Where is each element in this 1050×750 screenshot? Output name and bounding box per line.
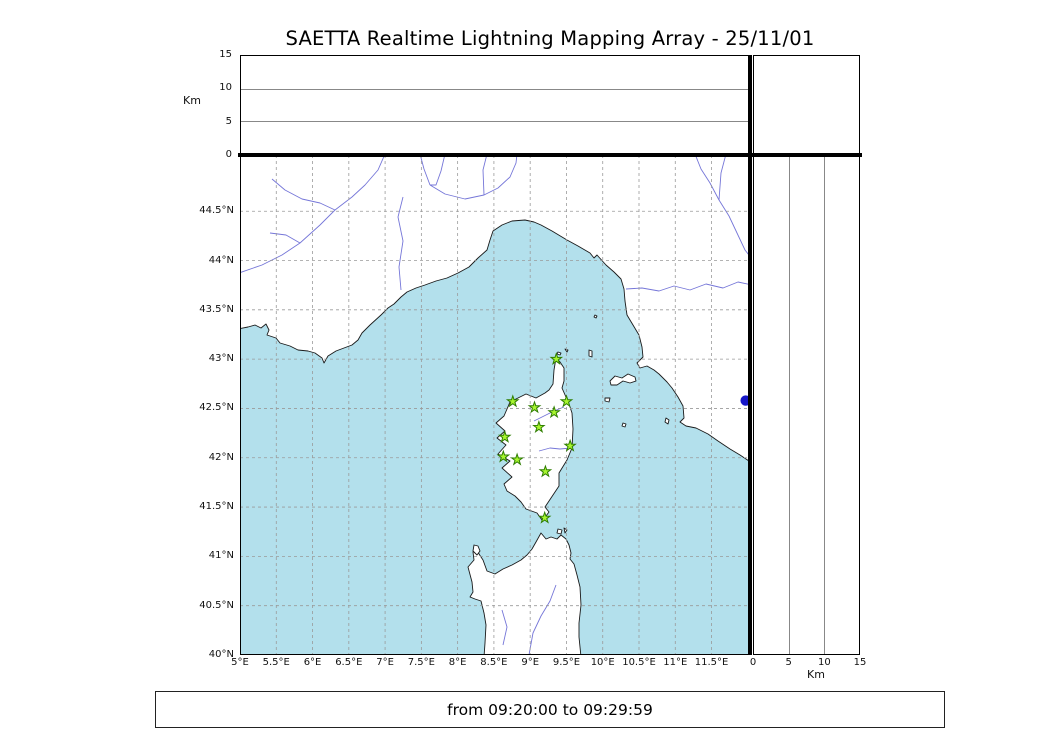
- montecristo-island-path: [621, 422, 627, 428]
- giglio-island-path: [664, 417, 670, 425]
- lon-tick-label: 6°E: [303, 657, 322, 668]
- km-tick-label: 15: [853, 657, 867, 668]
- lat-tick-label: 42°N: [208, 451, 234, 463]
- lightning-source-dots: [740, 395, 750, 406]
- altitude-gridline-10km: [241, 88, 749, 90]
- river-path: [430, 155, 446, 186]
- lat-tick-label: 43°N: [208, 353, 234, 365]
- river-path: [501, 609, 508, 646]
- station-star-marker: [538, 464, 553, 478]
- river-path: [397, 196, 404, 291]
- lon-tick-label: 11.5°E: [694, 657, 729, 668]
- river-path: [271, 178, 336, 211]
- lat-tick-label: 44°N: [208, 254, 234, 266]
- altitude-histogram-panel: [753, 55, 860, 155]
- river-path: [538, 447, 572, 452]
- station-star-marker: [559, 394, 574, 408]
- lon-tick-label: 5.5°E: [262, 657, 290, 668]
- altitude-gridline-5km-vertical: [788, 156, 790, 654]
- lat-tick-label: 40.5°N: [199, 599, 234, 611]
- lat-tick-label: 40°N: [208, 649, 234, 660]
- lat-tick-label: 42.5°N: [199, 402, 234, 414]
- river-path: [482, 155, 488, 196]
- page-title: SAETTA Realtime Lightning Mapping Array …: [285, 27, 815, 50]
- altitude-gridline-5km: [241, 121, 749, 123]
- station-star-marker: [505, 394, 520, 408]
- station-star-marker: [532, 420, 546, 433]
- river-path: [694, 155, 750, 258]
- pianosa-island-path: [604, 397, 611, 403]
- station-star-marker: [547, 405, 561, 419]
- lon-tick-label: 6.5°E: [335, 657, 363, 668]
- lat-tick-label: 44.5°N: [199, 205, 234, 217]
- station-star-marker: [537, 510, 552, 524]
- station-star-marker: [527, 400, 542, 414]
- km-tick-label: 0: [749, 657, 757, 668]
- vertical-separator-rule: [748, 55, 752, 655]
- alt-tick-label: 0: [225, 149, 232, 160]
- lon-tick-label: 8°E: [448, 657, 467, 668]
- capraia-island-path: [588, 349, 593, 358]
- maddalena-islands-path: [556, 527, 568, 535]
- time-range-text: from 09:20:00 to 09:29:59: [447, 700, 653, 719]
- lon-tick-label: 10°E: [590, 657, 615, 668]
- lat-tick-label: 41°N: [208, 550, 234, 562]
- river-path: [718, 155, 727, 201]
- map-panel: [240, 155, 750, 655]
- landmasses: [240, 155, 750, 655]
- altitude-gridline-10km-vertical: [823, 156, 825, 654]
- station-star-marker: [549, 351, 564, 365]
- alt-tick-label: 10: [219, 82, 232, 94]
- alt-tick-label: 15: [219, 49, 232, 60]
- station-star-marker: [563, 438, 577, 452]
- lon-tick-label: 9°E: [521, 657, 540, 668]
- sardinia-island-path: [467, 532, 582, 655]
- station-star-marker: [510, 452, 525, 466]
- mainland-coast-path: [240, 155, 750, 463]
- station-markers: [496, 351, 577, 524]
- km-axis-unit-label: Km: [807, 668, 825, 681]
- lon-tick-label: 8.5°E: [480, 657, 508, 668]
- station-star-marker: [498, 429, 512, 443]
- lat-tick-label: 41.5°N: [199, 501, 234, 513]
- river-path: [528, 584, 557, 655]
- lon-tick-label: 9.5°E: [552, 657, 581, 668]
- river-path: [533, 406, 565, 422]
- river-path: [240, 155, 386, 274]
- source-dot: [740, 395, 750, 406]
- horizontal-separator-rule: [238, 153, 862, 157]
- corsica-island-path: [495, 357, 574, 521]
- altitude-latitude-panel: [753, 155, 860, 655]
- alt-tick-label: 5: [225, 115, 232, 127]
- lon-tick-label: 11°E: [663, 657, 688, 668]
- altitude-longitude-panel: [240, 55, 750, 155]
- elba-island-path: [609, 373, 637, 386]
- altitude-axis-unit-label: Km: [183, 94, 201, 107]
- km-tick-label: 10: [817, 657, 831, 668]
- lon-tick-label: 7.5°E: [407, 657, 435, 668]
- lat-tick-label: 43.5°N: [199, 303, 234, 315]
- map-grid-lines: [240, 155, 750, 655]
- river-path: [429, 155, 518, 200]
- river-path: [419, 155, 431, 186]
- lon-tick-label: 5°E: [231, 657, 249, 668]
- km-tick-label: 5: [785, 657, 792, 668]
- river-path: [625, 281, 750, 292]
- lon-tick-label: 10.5°E: [622, 657, 656, 668]
- gorgona-island-path: [593, 314, 598, 319]
- asinara-island-path: [472, 544, 481, 556]
- rivers: [240, 155, 750, 655]
- station-star-marker: [496, 449, 511, 463]
- time-range-box: from 09:20:00 to 09:29:59: [155, 691, 945, 728]
- river-path: [269, 232, 301, 244]
- lon-tick-label: 7°E: [376, 657, 394, 668]
